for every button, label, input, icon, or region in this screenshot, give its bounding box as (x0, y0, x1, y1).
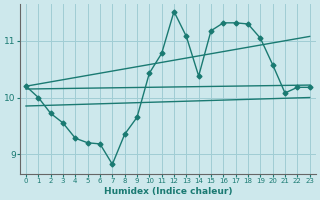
X-axis label: Humidex (Indice chaleur): Humidex (Indice chaleur) (104, 187, 232, 196)
